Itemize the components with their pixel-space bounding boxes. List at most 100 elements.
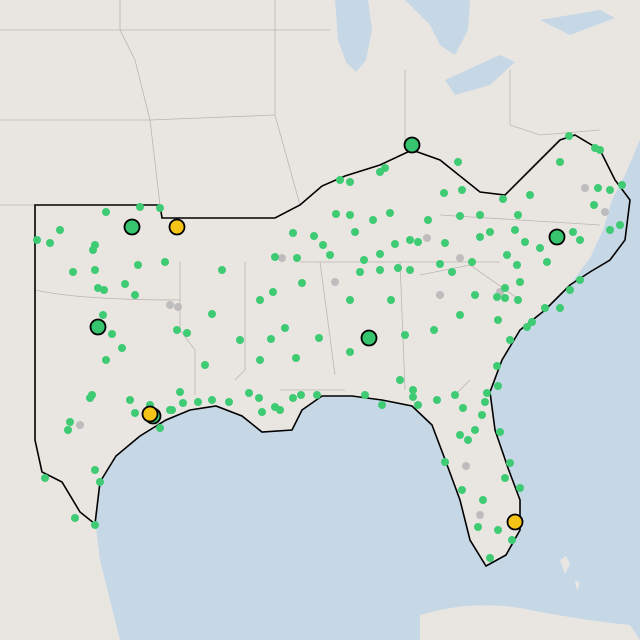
station-marker[interactable] [494,526,502,534]
station-marker[interactable] [414,401,422,409]
alert-marker[interactable] [506,513,524,531]
station-marker[interactable] [496,428,504,436]
station-marker[interactable] [46,239,54,247]
station-marker[interactable] [569,228,577,236]
station-marker[interactable] [541,304,549,312]
station-marker[interactable] [471,426,479,434]
station-marker[interactable] [96,478,104,486]
station-marker[interactable] [258,408,266,416]
station-marker[interactable] [493,293,501,301]
station-marker[interactable] [456,431,464,439]
station-marker[interactable] [401,331,409,339]
station-marker[interactable] [276,406,284,414]
station-marker[interactable] [409,393,417,401]
station-marker[interactable] [526,191,534,199]
station-marker[interactable] [179,399,187,407]
station-marker[interactable] [440,189,448,197]
station-marker[interactable] [406,266,414,274]
station-marker[interactable] [476,211,484,219]
station-marker[interactable] [456,212,464,220]
station-marker[interactable] [136,203,144,211]
station-marker[interactable] [369,216,377,224]
station-marker[interactable] [606,226,614,234]
station-marker[interactable] [409,386,417,394]
station-marker[interactable] [297,391,305,399]
station-marker[interactable] [313,391,321,399]
station-marker[interactable] [511,226,519,234]
station-marker[interactable] [516,484,524,492]
station-marker[interactable] [292,354,300,362]
station-marker[interactable] [166,406,174,414]
station-marker[interactable] [606,186,614,194]
station-marker[interactable] [501,294,509,302]
station-marker[interactable] [89,246,97,254]
station-marker[interactable] [565,132,573,140]
alert-marker[interactable] [141,405,159,423]
station-marker[interactable] [208,310,216,318]
station-marker[interactable] [298,279,306,287]
site-marker[interactable] [123,218,141,236]
station-marker[interactable] [66,418,74,426]
inactive-marker[interactable] [174,303,182,311]
station-marker[interactable] [456,311,464,319]
site-marker[interactable] [89,318,107,336]
station-marker[interactable] [424,216,432,224]
station-marker[interactable] [474,523,482,531]
station-marker[interactable] [576,236,584,244]
station-marker[interactable] [493,362,501,370]
station-marker[interactable] [386,209,394,217]
station-marker[interactable] [102,208,110,216]
inactive-marker[interactable] [278,254,286,262]
station-marker[interactable] [271,253,279,261]
station-marker[interactable] [346,348,354,356]
station-marker[interactable] [406,236,414,244]
station-marker[interactable] [594,184,602,192]
station-marker[interactable] [441,239,449,247]
station-marker[interactable] [361,391,369,399]
station-marker[interactable] [479,496,487,504]
station-marker[interactable] [289,229,297,237]
station-marker[interactable] [346,211,354,219]
station-marker[interactable] [208,396,216,404]
station-marker[interactable] [346,296,354,304]
station-marker[interactable] [499,195,507,203]
station-marker[interactable] [394,264,402,272]
station-marker[interactable] [471,291,479,299]
station-marker[interactable] [481,398,489,406]
station-marker[interactable] [134,261,142,269]
station-marker[interactable] [486,554,494,562]
station-marker[interactable] [483,389,491,397]
station-marker[interactable] [351,228,359,236]
station-marker[interactable] [506,459,514,467]
station-marker[interactable] [503,251,511,259]
station-marker[interactable] [448,268,456,276]
inactive-marker[interactable] [166,301,174,309]
station-marker[interactable] [161,258,169,266]
station-marker[interactable] [126,396,134,404]
station-marker[interactable] [566,286,574,294]
station-marker[interactable] [590,201,598,209]
station-marker[interactable] [468,258,476,266]
station-marker[interactable] [528,318,536,326]
station-marker[interactable] [521,238,529,246]
station-marker[interactable] [396,376,404,384]
station-marker[interactable] [131,409,139,417]
station-marker[interactable] [454,158,462,166]
station-marker[interactable] [201,361,209,369]
station-marker[interactable] [414,238,422,246]
site-marker[interactable] [548,228,566,246]
station-marker[interactable] [256,296,264,304]
inactive-marker[interactable] [462,462,470,470]
inactive-marker[interactable] [76,421,84,429]
station-marker[interactable] [332,210,340,218]
station-marker[interactable] [88,391,96,399]
station-marker[interactable] [91,266,99,274]
station-marker[interactable] [99,311,107,319]
station-marker[interactable] [478,411,486,419]
site-marker[interactable] [360,329,378,347]
station-marker[interactable] [513,261,521,269]
station-marker[interactable] [326,251,334,259]
station-marker[interactable] [356,268,364,276]
station-marker[interactable] [556,158,564,166]
station-marker[interactable] [156,424,164,432]
